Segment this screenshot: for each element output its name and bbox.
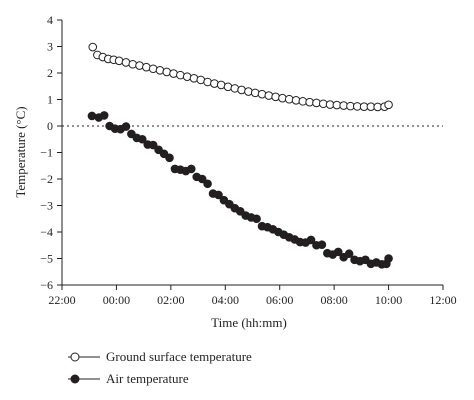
ground-temp-point bbox=[210, 79, 219, 88]
x-axis-title: Time (hh:mm) bbox=[211, 315, 287, 330]
air-temp-point bbox=[344, 249, 354, 259]
y-tick-label: −3 bbox=[40, 199, 53, 213]
legend-marker-open-circle bbox=[68, 352, 100, 362]
y-tick-label: −2 bbox=[40, 172, 53, 186]
x-tick-label: 00:00 bbox=[103, 293, 130, 307]
air-temp-point bbox=[384, 254, 393, 263]
legend-label-air: Air temperature bbox=[106, 371, 189, 386]
air-temp-point bbox=[197, 174, 207, 184]
y-tick-label: −6 bbox=[40, 278, 53, 292]
y-tick-label: −5 bbox=[40, 252, 53, 266]
air-temp-point bbox=[99, 111, 109, 120]
air-temp-point bbox=[203, 179, 212, 189]
air-temp-point bbox=[186, 164, 196, 174]
y-tick-label: 2 bbox=[47, 66, 53, 80]
air-temp-point bbox=[306, 235, 316, 245]
ground-temp-point bbox=[250, 88, 260, 98]
x-tick-label: 02:00 bbox=[157, 293, 184, 307]
legend-label-ground: Ground surface temperature bbox=[106, 349, 252, 364]
ground-temp-point bbox=[264, 91, 274, 100]
legend-marker-filled-circle bbox=[68, 374, 100, 384]
ground-temp-point bbox=[384, 100, 393, 110]
series-air-temperature bbox=[87, 111, 393, 269]
y-tick-label: −4 bbox=[40, 225, 53, 239]
air-temp-point bbox=[165, 153, 174, 163]
y-tick-label: 3 bbox=[47, 40, 53, 54]
series-ground-surface-temperature bbox=[88, 42, 393, 112]
x-tick-label: 08:00 bbox=[320, 293, 347, 307]
x-tick-label: 04:00 bbox=[212, 293, 239, 307]
y-axis-title: Temperature (°C) bbox=[13, 106, 28, 197]
x-tick-label: 10:00 bbox=[375, 293, 402, 307]
ground-temp-point bbox=[88, 42, 98, 52]
air-temp-point bbox=[214, 190, 223, 200]
x-axis: 22:00 00:00 02:00 04:00 06:00 08:00 10:00 12:00 bbox=[48, 284, 457, 307]
ground-temp-point bbox=[244, 87, 253, 96]
air-temp-point bbox=[333, 247, 343, 257]
ground-temp-point bbox=[257, 89, 267, 99]
ground-temp-point bbox=[271, 92, 280, 102]
y-tick-label: 1 bbox=[47, 93, 53, 107]
air-temp-point bbox=[137, 134, 147, 144]
air-temp-point bbox=[148, 140, 158, 150]
y-tick-label: 0 bbox=[47, 119, 53, 133]
x-tick-label: 12:00 bbox=[429, 293, 456, 307]
air-temp-point bbox=[252, 214, 261, 224]
y-axis: −6 −5 −4 −3 −2 −1 0 1 2 3 4 bbox=[40, 13, 63, 292]
ground-temp-point bbox=[128, 59, 138, 69]
x-tick-label: 06:00 bbox=[266, 293, 293, 307]
air-temp-point bbox=[121, 122, 131, 131]
y-tick-label: 4 bbox=[47, 13, 53, 27]
air-temp-point bbox=[317, 240, 327, 250]
x-tick-label: 22:00 bbox=[48, 293, 75, 307]
y-tick-label: −1 bbox=[40, 146, 53, 160]
